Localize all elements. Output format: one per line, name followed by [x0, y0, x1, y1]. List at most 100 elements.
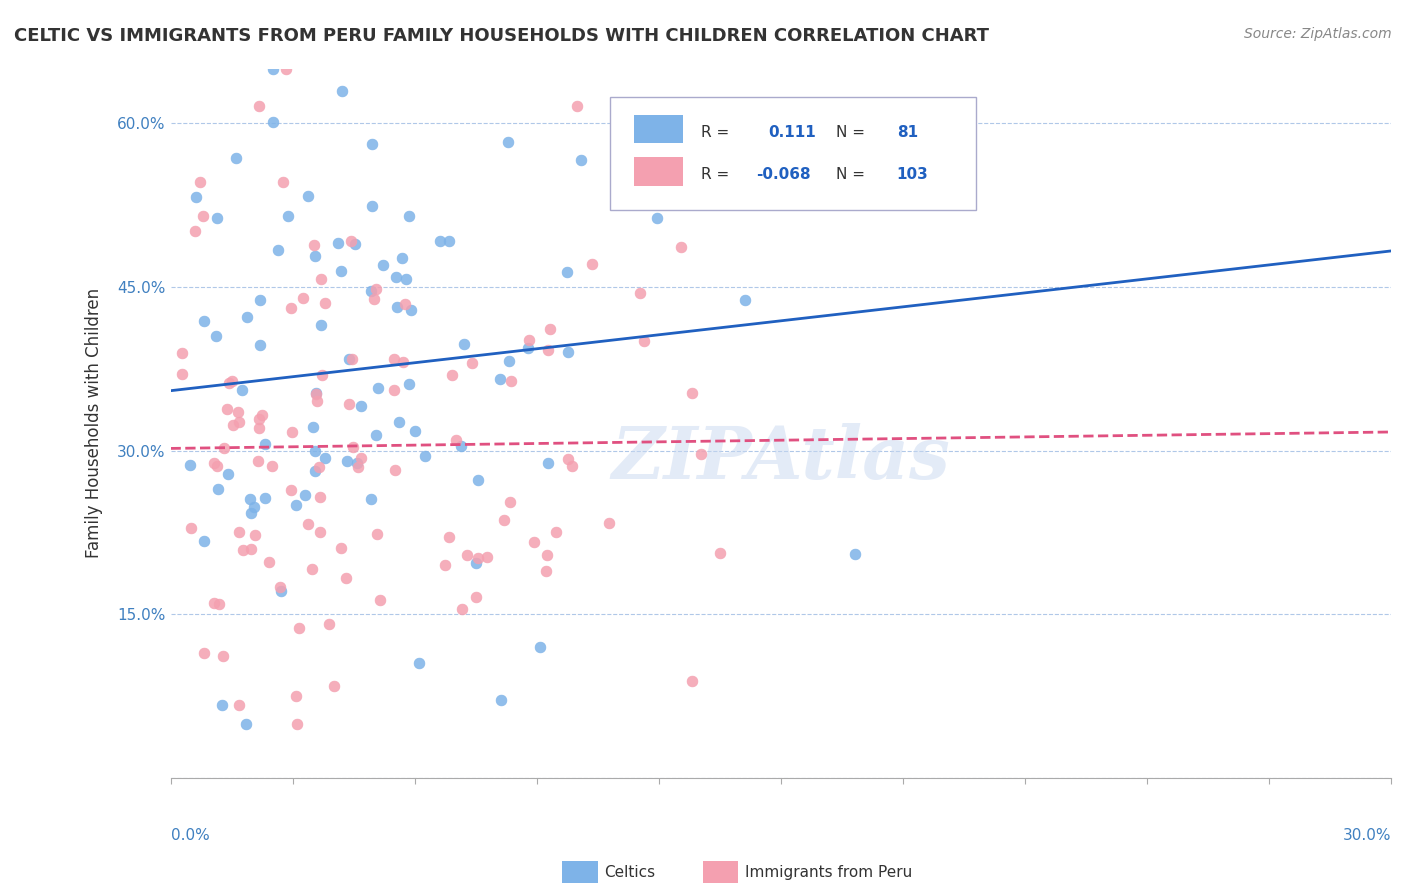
Point	[269, 580, 291, 594]
Text: 0.0%: 0.0%	[170, 828, 209, 843]
Point	[437, 234, 460, 248]
Text: Immigrants from Peru: Immigrants from Peru	[745, 865, 912, 880]
Point	[267, 243, 290, 257]
Point	[456, 548, 478, 562]
Point	[218, 376, 240, 390]
Point	[231, 383, 253, 397]
Point	[287, 621, 309, 635]
Point	[207, 459, 229, 474]
Point	[246, 454, 269, 468]
Point	[228, 524, 250, 539]
Point	[247, 99, 270, 113]
Point	[254, 491, 277, 505]
Y-axis label: Family Households with Children: Family Households with Children	[86, 288, 103, 558]
Point	[450, 602, 472, 616]
Text: R =: R =	[702, 168, 730, 183]
Text: Celtics: Celtics	[605, 865, 655, 880]
Point	[238, 492, 260, 507]
Point	[301, 562, 323, 576]
Point	[366, 282, 388, 296]
Point	[205, 211, 228, 225]
Point	[538, 322, 561, 336]
Point	[681, 385, 703, 400]
Point	[453, 336, 475, 351]
Point	[217, 401, 239, 416]
Point	[413, 449, 436, 463]
Point	[309, 272, 332, 286]
Point	[297, 189, 319, 203]
Point	[361, 199, 384, 213]
Point	[408, 657, 430, 671]
Point	[465, 590, 488, 604]
Text: N =: N =	[835, 125, 865, 140]
Text: ZIPAtlas: ZIPAtlas	[612, 424, 950, 494]
Point	[439, 529, 461, 543]
Point	[202, 456, 225, 470]
Point	[537, 343, 560, 357]
Point	[536, 457, 558, 471]
Point	[340, 352, 363, 367]
Point	[496, 136, 519, 150]
Point	[569, 153, 592, 168]
Point	[308, 490, 330, 504]
Point	[399, 303, 422, 318]
Point	[475, 549, 498, 564]
Point	[329, 541, 352, 556]
Point	[212, 441, 235, 455]
FancyBboxPatch shape	[634, 115, 683, 143]
Point	[305, 385, 328, 400]
Point	[395, 271, 418, 285]
Point	[262, 62, 284, 76]
Point	[370, 592, 392, 607]
Point	[180, 521, 202, 535]
Point	[633, 334, 655, 348]
Point	[404, 424, 426, 438]
Text: 30.0%: 30.0%	[1343, 828, 1391, 843]
Point	[844, 547, 866, 561]
Point	[534, 564, 557, 578]
Point	[336, 454, 359, 468]
Point	[394, 297, 416, 311]
Point	[226, 405, 249, 419]
Text: 0.111: 0.111	[769, 125, 817, 140]
Point	[918, 97, 941, 112]
Point	[450, 439, 472, 453]
Point	[304, 443, 326, 458]
Point	[308, 524, 330, 539]
Point	[262, 115, 284, 129]
FancyBboxPatch shape	[610, 97, 976, 211]
Point	[318, 617, 340, 632]
Point	[285, 716, 308, 731]
Point	[250, 408, 273, 422]
Point	[240, 506, 263, 520]
Point	[690, 447, 713, 461]
Point	[249, 338, 271, 352]
Point	[384, 463, 406, 477]
Text: 103: 103	[897, 168, 928, 183]
Point	[247, 412, 270, 426]
Point	[305, 394, 328, 409]
Point	[314, 450, 336, 465]
Point	[645, 211, 668, 225]
Point	[598, 516, 620, 531]
Point	[228, 415, 250, 429]
Point	[239, 542, 262, 557]
Point	[628, 285, 651, 300]
Point	[464, 556, 486, 570]
Point	[581, 257, 603, 271]
Point	[391, 251, 413, 265]
Point	[292, 291, 315, 305]
Point	[204, 328, 226, 343]
Point	[669, 239, 692, 253]
Point	[350, 399, 373, 413]
Point	[235, 716, 257, 731]
Point	[217, 467, 239, 481]
Point	[382, 351, 405, 366]
Point	[211, 698, 233, 712]
Point	[709, 546, 731, 560]
Point	[491, 693, 513, 707]
Point	[326, 235, 349, 250]
Point	[467, 550, 489, 565]
Point	[294, 488, 316, 502]
Point	[335, 571, 357, 585]
